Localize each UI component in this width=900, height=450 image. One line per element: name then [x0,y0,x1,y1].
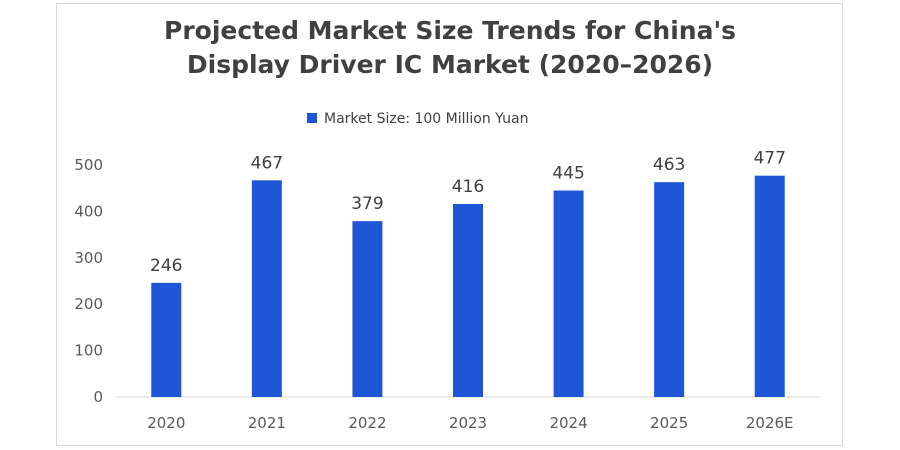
y-tick-label: 500 [74,156,103,174]
x-tick-label: 2023 [449,414,487,432]
chart-title-line-1: Projected Market Size Trends for China's [164,16,736,45]
y-tick-label: 0 [93,388,103,406]
chart-title-line-2: Display Driver IC Market (2020–2026) [186,50,714,79]
data-label: 445 [552,164,584,184]
x-tick-label: 2026E [746,414,794,432]
y-axis-ticks: 0 100 200 300 400 500 [74,156,103,406]
x-tick-label: 2025 [650,414,688,432]
data-labels: 246 467 379 416 445 463 477 [150,149,786,276]
data-label: 477 [753,149,785,169]
data-label: 416 [452,177,484,197]
bar [453,203,483,397]
x-tick-label: 2024 [549,414,587,432]
y-tick-label: 100 [74,342,103,360]
y-tick-label: 200 [74,295,103,313]
chart-frame [56,3,843,446]
bar [553,190,584,397]
y-tick-label: 300 [74,249,103,267]
bar [754,175,785,397]
bar [654,182,685,397]
chart-title: Projected Market Size Trends for China's… [0,14,900,82]
bars [151,175,785,397]
x-axis-ticks: 2020 2021 2022 2023 2024 2025 2026E [147,414,793,432]
x-tick-label: 2020 [147,414,185,432]
x-tick-label: 2022 [348,414,386,432]
legend: Market Size: 100 Million Yuan [307,111,528,127]
x-tick-label: 2021 [248,414,286,432]
data-label: 467 [251,153,283,173]
bar [251,180,282,397]
y-tick-label: 400 [74,202,103,220]
data-label: 463 [653,155,685,175]
legend-swatch [307,113,317,123]
data-label: 379 [351,194,383,214]
bar [352,221,383,397]
legend-label: Market Size: 100 Million Yuan [324,111,528,127]
data-label: 246 [150,256,182,276]
bar [151,282,182,397]
